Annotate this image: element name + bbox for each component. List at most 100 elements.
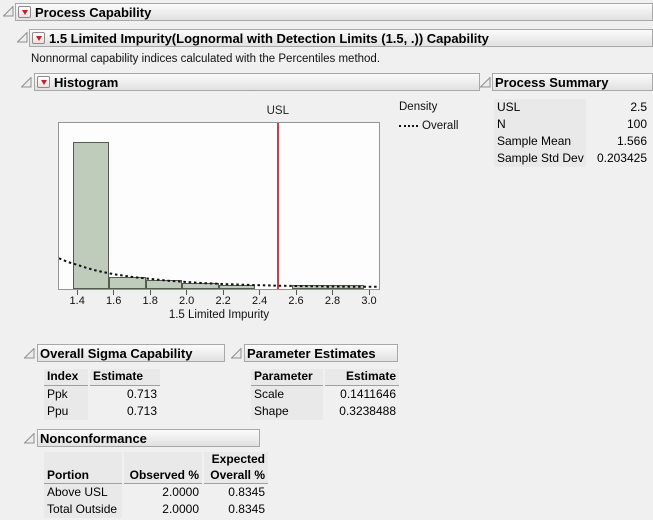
titlebar-variable-capability[interactable]: 1.5 Limited Impurity(Lognormal with Dete…	[29, 29, 653, 47]
parameter-estimates-table: Parameter Estimate Scale 0.1411646 Shape…	[251, 369, 399, 420]
x-tick-label: 1.4	[69, 295, 85, 307]
x-tick	[295, 290, 297, 295]
density-legend: Density Overall	[399, 101, 458, 132]
table-row: Sample Mean 1.566	[494, 133, 650, 150]
column-header: Parameter	[251, 369, 323, 386]
x-tick	[76, 290, 78, 295]
overall-sigma-table: Index Estimate Ppk 0.713 Ppu 0.713	[44, 369, 160, 420]
row-value: 0.8345	[228, 485, 265, 499]
row-label: Total Outside	[44, 501, 122, 518]
row-value: 0.713	[126, 404, 157, 418]
x-tick-label: 3.0	[361, 295, 377, 307]
table-header-row: Portion Observed % Expected Overall %	[44, 452, 268, 484]
titlebar-nonconformance[interactable]: Nonconformance	[37, 429, 260, 447]
red-triangle-menu-icon[interactable]	[32, 32, 45, 44]
section-title: Nonconformance	[40, 430, 147, 446]
row-value: 1.566	[616, 134, 647, 148]
usl-limit-line	[276, 123, 279, 289]
x-tick	[149, 290, 151, 295]
table-row: Ppu 0.713	[44, 403, 160, 420]
row-value: 2.0000	[162, 502, 199, 516]
x-axis-label: 1.5 Limited Impurity	[168, 309, 270, 321]
x-tick-label: 1.8	[142, 295, 158, 307]
method-note: Nonnormal capability indices calculated …	[31, 53, 381, 65]
section-title: Histogram	[54, 74, 119, 90]
table-row: Above USL 2.0000 0.8345	[44, 484, 268, 501]
red-triangle-menu-icon[interactable]	[18, 6, 31, 18]
table-row: Scale 0.1411646	[251, 386, 399, 403]
x-tick	[368, 290, 370, 295]
section-title: 1.5 Limited Impurity(Lognormal with Dete…	[49, 30, 489, 46]
x-tick-label: 2.6	[288, 295, 304, 307]
titlebar-histogram[interactable]: Histogram	[34, 73, 480, 91]
column-header: Portion	[44, 452, 122, 484]
disclosure-triangle-histogram[interactable]	[21, 77, 32, 88]
row-label: Ppk	[44, 386, 88, 403]
row-value: 2.5	[630, 100, 647, 114]
overall-density-curve	[59, 257, 379, 288]
table-header-row: Index Estimate	[44, 369, 160, 386]
row-value: 0.3238488	[339, 404, 396, 418]
section-title: Process Summary	[495, 74, 609, 90]
x-tick	[113, 290, 115, 295]
row-label: N	[494, 116, 586, 133]
disclosure-triangle-overall-sigma[interactable]	[24, 348, 35, 359]
row-value: 2.0000	[162, 485, 199, 499]
column-header: Index	[44, 369, 88, 386]
row-label: Shape	[251, 403, 323, 420]
row-label: Sample Mean	[494, 133, 586, 150]
row-label: Scale	[251, 386, 323, 403]
row-value: 0.713	[126, 387, 157, 401]
table-header-row: Parameter Estimate	[251, 369, 399, 386]
x-tick-label: 1.6	[106, 295, 122, 307]
table-row: USL 2.5	[494, 99, 650, 116]
disclosure-triangle-variable[interactable]	[17, 32, 28, 43]
section-title: Overall Sigma Capability	[40, 345, 193, 361]
legend-item-label: Overall	[422, 120, 459, 132]
histogram-bar[interactable]	[109, 277, 146, 289]
x-tick-label: 2.4	[251, 295, 268, 307]
table-row: Shape 0.3238488	[251, 403, 399, 420]
legend-title: Density	[399, 101, 438, 113]
column-header: Expected Overall %	[204, 452, 268, 484]
table-row: Ppk 0.713	[44, 386, 160, 403]
row-label: Ppu	[44, 403, 88, 420]
nonconformance-table: Portion Observed % Expected Overall % Ab…	[44, 452, 268, 518]
table-row: Total Outside 2.0000 0.8345	[44, 501, 268, 518]
disclosure-triangle-process-summary[interactable]	[480, 77, 491, 88]
titlebar-overall-sigma-capability[interactable]: Overall Sigma Capability	[37, 344, 225, 362]
x-tick-label: 2.0	[178, 295, 195, 307]
column-header: Observed %	[124, 452, 202, 484]
row-value: 0.8345	[228, 502, 265, 516]
row-label: Sample Std Dev	[494, 150, 586, 167]
section-title: Parameter Estimates	[247, 345, 376, 361]
column-header: Estimate	[90, 369, 160, 386]
x-tick	[259, 290, 261, 295]
row-value: 0.203425	[596, 151, 647, 165]
histogram-plot[interactable]: USL 1.5 Limited Impurity 1.4 1.6 1.8 2.0 2.2…	[58, 105, 380, 321]
row-label: USL	[494, 99, 586, 116]
disclosure-triangle-parameter-estimates[interactable]	[231, 348, 242, 359]
row-label: Above USL	[44, 484, 122, 501]
row-value: 100	[626, 117, 647, 131]
disclosure-triangle-nonconformance[interactable]	[24, 433, 35, 444]
x-tick	[222, 290, 224, 295]
titlebar-process-summary[interactable]: Process Summary	[492, 73, 653, 91]
x-tick-label: 2.8	[324, 295, 341, 307]
red-triangle-menu-icon[interactable]	[37, 76, 50, 88]
x-tick	[186, 290, 188, 295]
x-tick-label: 2.2	[215, 295, 231, 307]
process-summary-table: USL 2.5 N 100 Sample Mean 1.566 Sample S…	[494, 99, 650, 167]
titlebar-parameter-estimates[interactable]: Parameter Estimates	[244, 344, 398, 362]
titlebar-process-capability[interactable]: Process Capability	[15, 3, 653, 21]
legend-item-overall[interactable]: Overall	[399, 120, 458, 132]
row-value: 0.1411646	[340, 387, 396, 401]
histogram-bar[interactable]	[72, 142, 110, 289]
section-title: Process Capability	[35, 4, 152, 20]
dotted-line-swatch-icon	[399, 125, 418, 127]
usl-label: USL	[266, 105, 289, 117]
disclosure-triangle-process-capability[interactable]	[3, 6, 14, 17]
table-row: Sample Std Dev 0.203425	[494, 150, 650, 167]
column-header: Estimate	[325, 369, 399, 386]
